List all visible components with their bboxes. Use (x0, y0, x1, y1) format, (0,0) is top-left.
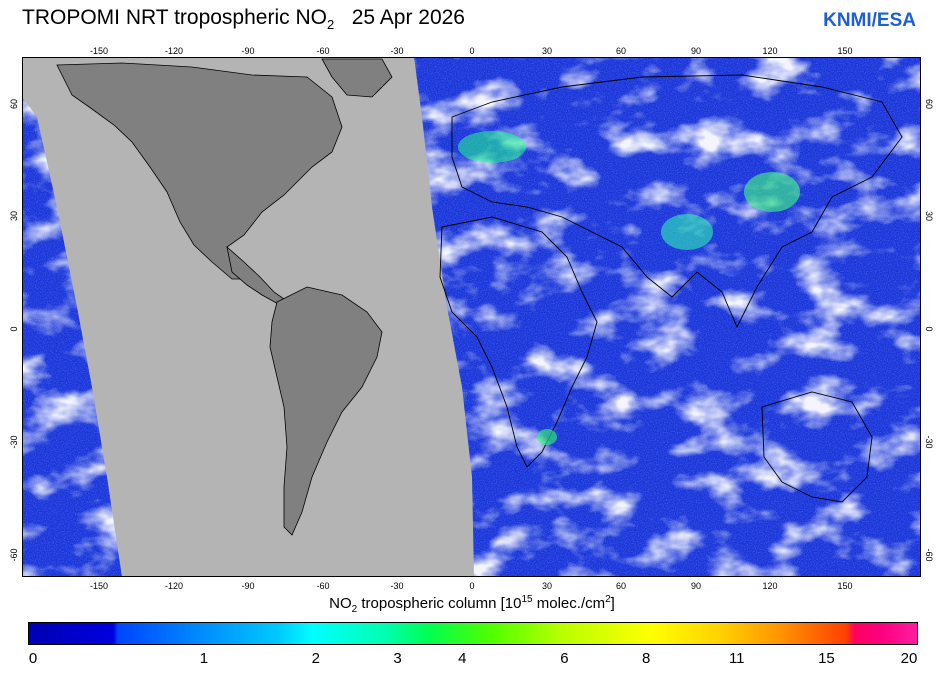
lon-tick-bottom-label: 0 (469, 581, 474, 591)
no2-map: -150 -120 -90 -60 -30 0 30 60 90 120 150 (22, 57, 921, 577)
lon-tick-top-label: 30 (542, 46, 552, 56)
lat-tick-right-label: -60 (924, 548, 934, 561)
colorbar-tick-label: 3 (393, 650, 402, 667)
colorbar-title-part: NO (329, 595, 352, 612)
map-title: TROPOMI NRT tropospheric NO2 25 Apr 2026 (22, 6, 465, 32)
hotspot-south-africa (537, 429, 557, 445)
colorbar-title-sub: 2 (351, 604, 358, 615)
colorbar-title-sup: 15 (521, 594, 533, 605)
greenland-land (321, 58, 393, 98)
lat-tick-left-label: -30 (9, 435, 19, 448)
colorbar-tick-label: 1 (199, 650, 209, 667)
hotspot-india (661, 214, 713, 250)
lon-axis-top-labels: -150 -120 -90 -60 -30 0 30 60 90 120 150 (90, 46, 853, 56)
colorbar-tick-label: 20 (900, 650, 918, 667)
colorbar-tick-label: 6 (560, 650, 569, 667)
lon-tick-bottom-label: -30 (390, 581, 403, 591)
lon-tick-bottom-label: 150 (837, 581, 852, 591)
lat-tick-right-label: 60 (924, 99, 934, 109)
no-data-swath (22, 57, 474, 577)
colorbar-tick-label: 11 (728, 650, 745, 667)
lat-axis-right-labels: 60 30 0 -30 -60 (924, 99, 934, 562)
colorbar-tick-label: 2 (311, 650, 320, 667)
lat-tick-right-label: 0 (924, 326, 934, 331)
lon-tick-bottom-label: -90 (241, 581, 254, 591)
lon-axis-bottom-labels: -150 -120 -90 -60 -30 0 30 60 90 120 150 (90, 581, 853, 591)
lon-tick-bottom-label: -60 (316, 581, 329, 591)
lon-tick-top-label: -120 (165, 46, 183, 56)
lon-tick-bottom-label: -120 (165, 581, 183, 591)
lon-tick-top-label: 90 (691, 46, 701, 56)
lat-tick-left-label: 0 (9, 326, 19, 331)
colorbar-tick-label: 8 (641, 650, 651, 667)
colorbar-tick-label: 4 (458, 650, 467, 667)
lon-tick-bottom-label: 60 (616, 581, 626, 591)
eurasia-outline (451, 74, 903, 329)
lon-tick-top-label: -90 (241, 46, 254, 56)
lon-tick-bottom-label: 30 (542, 581, 552, 591)
brand-logo-text: KNMI/ESA (823, 10, 916, 31)
lat-axis-left-labels: 60 30 0 -30 -60 (9, 99, 19, 562)
colorbar-tick-label: 15 (818, 650, 835, 667)
lon-tick-top-label: -30 (390, 46, 403, 56)
hotspot-europe (458, 131, 526, 163)
lat-tick-left-label: 30 (9, 211, 19, 221)
colorbar-title-part: tropospheric column [10 (357, 595, 522, 612)
title-text: TROPOMI NRT tropospheric NO (22, 6, 327, 29)
colorbar-title: NO2 tropospheric column [1015 molec./cm2… (0, 594, 944, 615)
lon-tick-top-label: 0 (469, 46, 474, 56)
lon-tick-top-label: 120 (762, 46, 777, 56)
title-subscript: 2 (326, 17, 335, 32)
lon-tick-top-label: 60 (616, 46, 626, 56)
lon-tick-bottom-label: -150 (90, 581, 108, 591)
colorbar-tick-label: 0 (28, 650, 38, 667)
lon-tick-top-label: 150 (837, 46, 852, 56)
lat-tick-left-label: -60 (9, 548, 19, 561)
lon-tick-top-label: -60 (316, 46, 329, 56)
hotspot-china (744, 172, 800, 212)
colorbar (28, 622, 918, 645)
colorbar-title-part: ] (610, 595, 615, 612)
south-america-land (269, 286, 383, 536)
map-date: 25 Apr 2026 (351, 6, 465, 29)
lat-tick-right-label: -30 (924, 435, 934, 448)
map-frame (22, 57, 921, 577)
lon-tick-top-label: -150 (90, 46, 108, 56)
lon-tick-bottom-label: 90 (691, 581, 701, 591)
australia-outline (761, 391, 873, 503)
lat-tick-right-label: 30 (924, 211, 934, 221)
colorbar-title-part: molec./cm (532, 595, 606, 612)
lon-tick-bottom-label: 120 (762, 581, 777, 591)
colorbar-title-sup: 2 (605, 594, 611, 605)
lat-tick-left-label: 60 (9, 99, 19, 109)
